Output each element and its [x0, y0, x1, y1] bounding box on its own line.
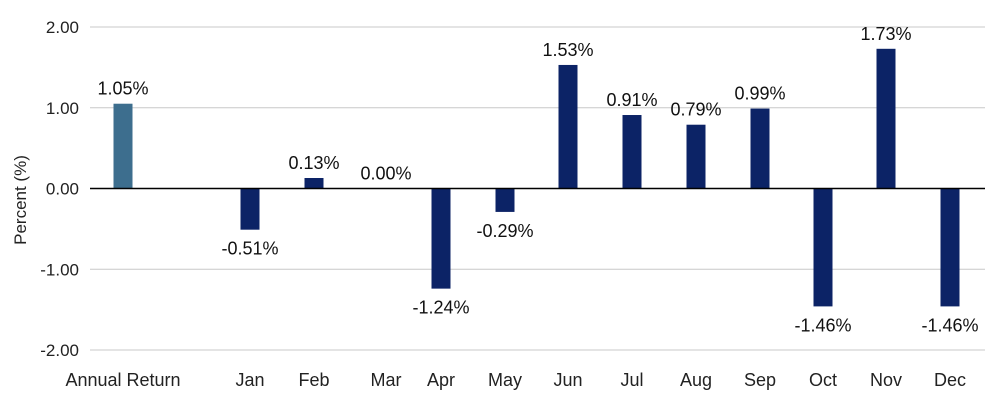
x-category-label: Nov	[870, 370, 902, 390]
bar	[876, 48, 896, 189]
data-label: 0.79%	[670, 100, 721, 120]
bar	[686, 124, 706, 189]
y-tick-label: 2.00	[46, 18, 79, 37]
x-category-label: Apr	[427, 370, 455, 390]
y-axis-ticks: 2.00 1.00 0.00 -1.00 -2.00	[40, 18, 79, 360]
bars	[113, 48, 960, 307]
x-category-label: Jul	[620, 370, 643, 390]
x-category-label: Sep	[744, 370, 776, 390]
bar	[304, 178, 324, 189]
bar	[940, 188, 960, 307]
x-category-label: Annual Return	[65, 370, 180, 390]
bar	[113, 103, 133, 189]
data-label: -0.51%	[221, 239, 278, 259]
data-label: 1.05%	[97, 79, 148, 99]
x-category-label: Jun	[553, 370, 582, 390]
bar	[750, 108, 770, 189]
data-label: -1.46%	[921, 315, 978, 335]
x-category-label: Feb	[298, 370, 329, 390]
x-category-label: Oct	[809, 370, 837, 390]
bar	[240, 188, 260, 230]
x-category-label: Jan	[235, 370, 264, 390]
data-label: -1.46%	[794, 315, 851, 335]
bar	[622, 115, 642, 189]
y-axis-label: Percent (%)	[11, 155, 30, 245]
y-tick-label: 1.00	[46, 99, 79, 118]
x-category-label: Mar	[371, 370, 402, 390]
x-category-label: Dec	[934, 370, 966, 390]
data-label: 0.00%	[360, 164, 411, 184]
data-label: 0.99%	[734, 84, 785, 104]
data-label: 0.91%	[606, 90, 657, 110]
data-label: 1.73%	[860, 24, 911, 44]
data-label: -1.24%	[412, 298, 469, 318]
y-tick-label: -2.00	[40, 341, 79, 360]
bar	[431, 188, 451, 289]
data-labels: 1.05% -0.51% 0.13% 0.00% -1.24% -0.29% 1.53% 0.…	[97, 24, 978, 336]
y-tick-label: -1.00	[40, 260, 79, 279]
bar	[558, 64, 578, 189]
x-axis-categories: Annual Return Jan Feb Mar Apr May Jun Jul Aug Sep…	[65, 370, 966, 390]
bar	[813, 188, 833, 307]
data-label: 1.53%	[542, 40, 593, 60]
x-category-label: Aug	[680, 370, 712, 390]
bar	[495, 188, 515, 212]
data-label: -0.29%	[476, 221, 533, 241]
x-category-label: May	[488, 370, 522, 390]
data-label: 0.13%	[288, 153, 339, 173]
gridlines	[90, 26, 985, 351]
y-tick-label: 0.00	[46, 180, 79, 199]
